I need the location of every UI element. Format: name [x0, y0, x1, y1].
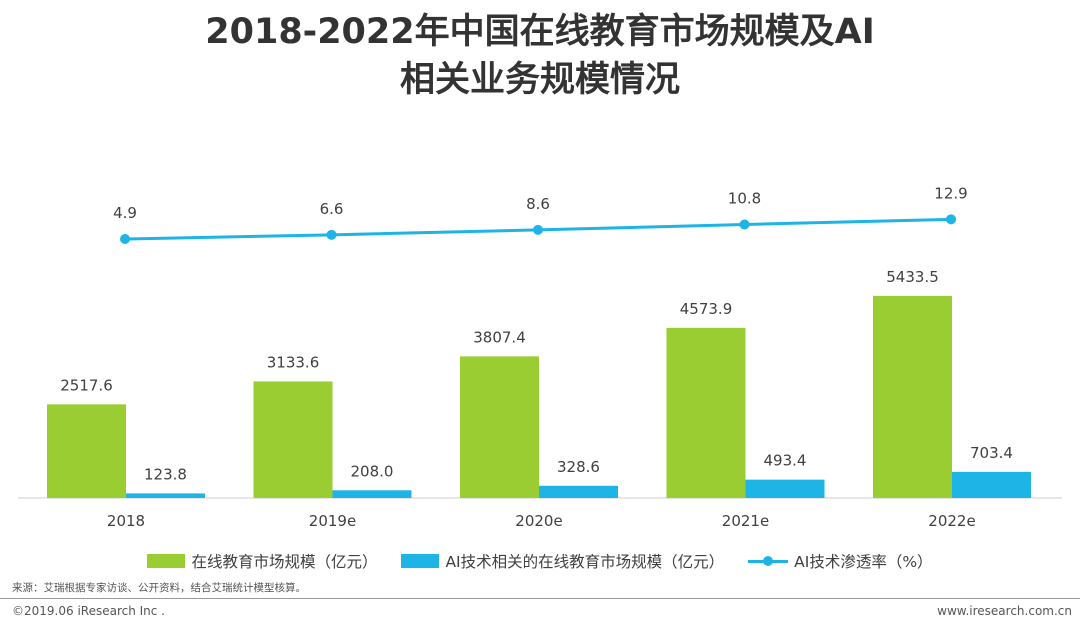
- legend-label-ai-online-education: AI技术相关的在线教育市场规模（亿元）: [445, 553, 725, 571]
- line-point-ai-penetration-2021e: [739, 219, 750, 230]
- bar-online-education-2020e: [460, 356, 539, 498]
- source-note: 来源：艾瑞根据专家访谈、公开资料，结合艾瑞统计模型核算。: [12, 582, 306, 594]
- legend-label-online-education: 在线教育市场规模（亿元）: [191, 553, 378, 571]
- data-label-ai-penetration-2021e: 10.8: [728, 189, 761, 207]
- data-label-ai-online-education-2020e: 328.6: [557, 458, 600, 476]
- bar-online-education-2019e: [253, 381, 333, 498]
- website-link[interactable]: www.iresearch.com.cn: [937, 604, 1072, 618]
- footer-divider: [0, 598, 1080, 599]
- chart-plot: 2517.6 123.8 2018 3133.6 208.0 2019e 3807.4 328…: [18, 184, 1062, 530]
- bar-ai-online-education-2021e: [745, 479, 825, 498]
- data-label-ai-penetration-2018: 4.9: [113, 204, 137, 222]
- x-tick-label-2020e: 2020e: [515, 512, 562, 530]
- legend-item-online-education: 在线教育市场规模（亿元）: [147, 550, 377, 572]
- x-tick-label-2022e: 2022e: [928, 512, 975, 530]
- chart-legend: 在线教育市场规模（亿元） AI技术相关的在线教育市场规模（亿元） AI技术渗透率…: [0, 548, 1080, 574]
- bar-online-education-2022e: [873, 295, 952, 498]
- x-tick-label-2018: 2018: [107, 512, 145, 530]
- data-label-ai-online-education-2018: 123.8: [144, 465, 187, 483]
- data-label-ai-penetration-2022e: 12.9: [934, 184, 967, 202]
- chart-title: 2018-2022年中国在线教育市场规模及AI 相关业务规模情况: [0, 8, 1080, 104]
- line-point-ai-penetration-2018: [120, 234, 130, 244]
- line-point-ai-penetration-2019e: [326, 229, 337, 240]
- data-label-ai-penetration-2019e: 6.6: [320, 200, 344, 218]
- data-label-ai-online-education-2021e: 493.4: [764, 452, 807, 470]
- chart-title-line-1: 2018-2022年中国在线教育市场规模及AI: [205, 12, 875, 52]
- line-point-ai-penetration-2022e: [946, 214, 956, 225]
- chart-title-line-2: 相关业务规模情况: [399, 60, 680, 100]
- bar-ai-online-education-2018: [126, 493, 205, 498]
- copyright-text: ©2019.06 iResearch Inc .: [12, 604, 165, 618]
- bar-ai-online-education-2022e: [952, 471, 1031, 498]
- data-label-ai-penetration-2020e: 8.6: [526, 195, 550, 213]
- legend-item-ai-penetration: AI技术渗透率（%）: [748, 550, 933, 572]
- data-label-online-education-2020e: 3807.4: [473, 328, 526, 346]
- legend-item-ai-online-education: AI技术相关的在线教育市场规模（亿元）: [401, 550, 724, 572]
- data-label-online-education-2018: 2517.6: [60, 376, 113, 394]
- bar-online-education-2021e: [666, 327, 746, 498]
- bar-ai-online-education-2019e: [332, 490, 412, 498]
- legend-label-ai-penetration: AI技术渗透率（%）: [794, 553, 933, 571]
- data-label-online-education-2021e: 4573.9: [680, 300, 733, 318]
- x-tick-label-2019e: 2019e: [309, 512, 356, 530]
- legend-swatch-ai-online-education: [401, 554, 440, 568]
- data-label-ai-online-education-2019e: 208.0: [351, 462, 394, 480]
- x-tick-label-2021e: 2021e: [722, 512, 769, 530]
- legend-swatch-online-education: [147, 554, 186, 568]
- data-label-online-education-2019e: 3133.6: [267, 353, 320, 371]
- data-label-ai-online-education-2022e: 703.4: [970, 444, 1013, 462]
- bar-ai-online-education-2020e: [539, 485, 618, 498]
- legend-swatch-ai-penetration: [748, 554, 789, 568]
- data-label-online-education-2022e: 5433.5: [886, 268, 939, 286]
- bar-online-education-2018: [47, 404, 126, 498]
- line-point-ai-penetration-2020e: [533, 224, 543, 235]
